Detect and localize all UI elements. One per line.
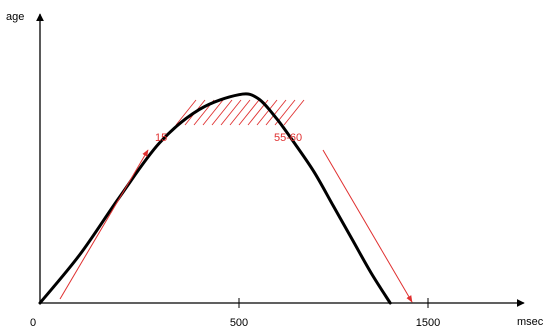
hatch-line	[256, 99, 278, 126]
x-axis-label: msec	[517, 316, 544, 328]
x-ticks: 0 500 1500	[30, 298, 440, 329]
annotation-55-60: 55-60	[274, 132, 302, 144]
hatch-line	[175, 99, 197, 126]
hatch-line	[283, 99, 305, 126]
x-tick-label: 500	[230, 317, 248, 329]
hatch-line	[238, 99, 260, 126]
hatch-line	[265, 99, 287, 126]
hatch-line	[202, 99, 224, 126]
falling-arrow	[322, 149, 413, 303]
hatch-line	[211, 99, 233, 126]
rising-arrow	[59, 149, 149, 300]
series-line	[38, 92, 392, 305]
annotation-15: 15	[155, 132, 167, 144]
hatch-line	[229, 99, 251, 126]
x-tick-label: 0	[30, 317, 36, 329]
hatch-line	[220, 99, 242, 126]
x-tick-label: 1500	[416, 317, 440, 329]
y-axis-label: age	[6, 11, 24, 23]
